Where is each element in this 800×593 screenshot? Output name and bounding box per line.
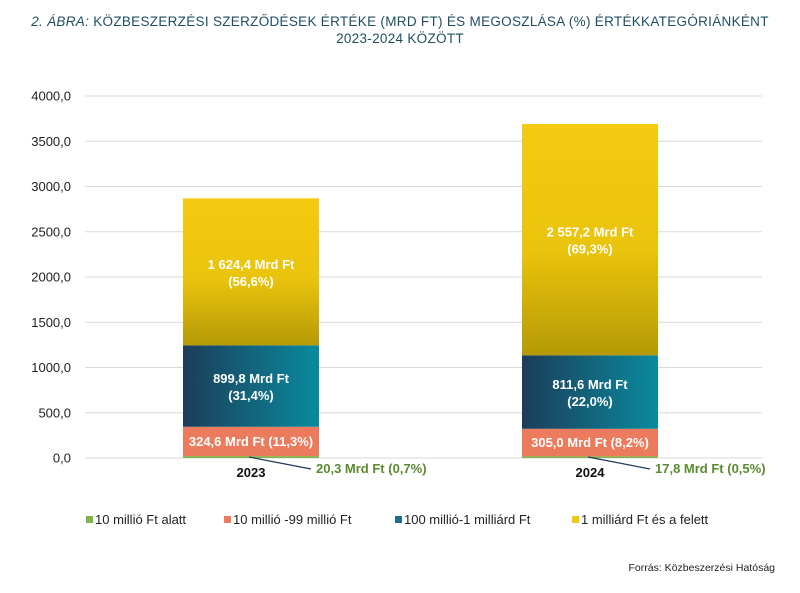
legend-item: 10 millió -99 millió Ft [224,512,352,527]
y-tick-label: 2500,0 [31,224,71,239]
legend-swatch [572,516,579,523]
data-label-100m-1bn: 811,6 Mrd Ft (22,0%) [552,377,628,409]
data-label-share: (69,3%) [567,242,613,257]
legend-label: 10 millió -99 millió Ft [233,512,352,527]
y-tick-label: 3000,0 [31,179,71,194]
data-label-share: (56,6%) [228,274,274,289]
legend-swatch [224,516,231,523]
y-tick-label: 3500,0 [31,134,71,149]
legend-swatch [86,516,93,523]
data-label-value: 2 557,2 Mrd Ft [547,225,634,240]
bar-segment-100m-1bn [522,355,658,429]
legend-label: 1 milliárd Ft és a felett [581,512,709,527]
callouts: 20,3 Mrd Ft (0,7%) 17,8 Mrd Ft (0,5%) [248,456,766,476]
chart-title-line2: 2023-2024 KÖZÖTT [336,31,464,46]
y-tick-label: 4000,0 [31,89,71,104]
y-tick-label: 1000,0 [31,360,71,375]
x-tick-label: 2024 [576,465,606,480]
title-line1-text: KÖZBESZERZÉSI SZERZŐDÉSEK ÉRTÉKE (MRD FT… [93,14,769,29]
bar-segment-10m-99m [522,428,658,457]
data-label-share: (22,0%) [567,394,613,409]
data-label-under-10m: 17,8 Mrd Ft (0,5%) [655,461,766,476]
chart-title-line1: 2. ÁBRA: KÖZBESZERZÉSI SZERZŐDÉSEK ÉRTÉK… [30,14,769,29]
data-label-share: (31,4%) [228,388,274,403]
y-tick-label: 2000,0 [31,270,71,285]
y-axis: 0,0 500,0 1000,0 1500,0 2000,0 2500,0 3000,0 35… [31,89,71,466]
bar-segment-100m-1bn [183,345,319,427]
x-axis: 2023 2024 [237,465,606,480]
source-note: Forrás: Közbeszerzési Hatóság [629,562,776,574]
data-label-value: 1 624,4 Mrd Ft [208,257,295,272]
bar-segment-over-1bn [522,123,658,356]
data-label-10m-99m: 305,0 Mrd Ft (8,2%) [531,435,649,450]
legend-item: 100 millió-1 milliárd Ft [395,512,531,527]
data-label-under-10m: 20,3 Mrd Ft (0,7%) [316,461,427,476]
y-tick-label: 0,0 [53,451,71,466]
data-label-over-1bn: 1 624,4 Mrd Ft (56,6%) [208,257,295,289]
y-tick-label: 1500,0 [31,315,71,330]
bars [183,123,658,458]
data-label-100m-1bn: 899,8 Mrd Ft (31,4%) [213,371,290,403]
x-tick-label: 2023 [237,465,266,480]
bar-segment-over-1bn [183,198,319,346]
legend: 10 millió Ft alatt 10 millió -99 millió F… [86,512,709,527]
callout-leader-line [587,456,651,470]
legend-label: 100 millió-1 milliárd Ft [404,512,531,527]
legend-item: 10 millió Ft alatt [86,512,186,527]
bar-segment-10m-99m [183,426,319,457]
title-prefix: 2. ÁBRA: [30,14,89,29]
legend-item: 1 milliárd Ft és a felett [572,512,709,527]
legend-label: 10 millió Ft alatt [95,512,186,527]
callout-leader-line [248,456,312,470]
data-labels: 324,6 Mrd Ft (11,3%) 899,8 Mrd Ft (31,4%) 1… [189,225,649,450]
data-label-over-1bn: 2 557,2 Mrd Ft (69,3%) [547,225,634,257]
y-tick-label: 500,0 [38,405,71,420]
data-label-10m-99m: 324,6 Mrd Ft (11,3%) [189,434,313,449]
legend-swatch [395,516,402,523]
data-label-value: 811,6 Mrd Ft [552,377,628,392]
data-label-value: 899,8 Mrd Ft [213,371,290,386]
